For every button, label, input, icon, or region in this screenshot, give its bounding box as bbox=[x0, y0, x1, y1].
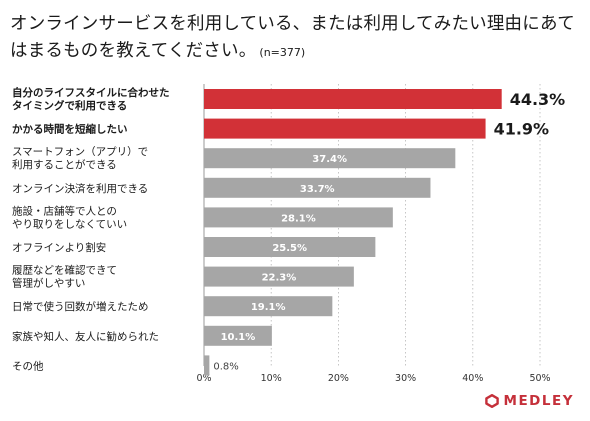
category-label: オフラインより割安 bbox=[12, 241, 106, 254]
data-label: 0.8% bbox=[213, 361, 238, 372]
category-label-line: 自分のライフスタイルに合わせた bbox=[12, 86, 170, 99]
category-label: 家族や知人、友人に勧められた bbox=[12, 330, 159, 343]
category-label-line: やり取りをしなくていい bbox=[12, 218, 127, 230]
bar bbox=[204, 296, 333, 317]
data-label: 37.4% bbox=[312, 154, 347, 165]
x-tick-label: 0% bbox=[196, 373, 211, 384]
category-label: その他 bbox=[12, 359, 44, 372]
bar bbox=[204, 89, 502, 109]
data-label: 41.9% bbox=[494, 120, 550, 139]
category-label-line: オンライン決済を利用できる bbox=[12, 182, 148, 195]
category-label: かかる時間を短縮したい bbox=[12, 123, 128, 136]
category-label: 履歴などを確認できて管理がしやすい bbox=[12, 264, 117, 290]
category-label-line: 利用することができる bbox=[12, 158, 117, 171]
sample-size-note: (n=377) bbox=[259, 46, 306, 59]
bar bbox=[204, 266, 354, 287]
category-label-line: その他 bbox=[12, 359, 44, 372]
data-label: 25.5% bbox=[272, 243, 307, 254]
category-label-line: スマートフォン（アプリ）で bbox=[12, 146, 148, 158]
x-tick-label: 50% bbox=[529, 373, 550, 384]
x-tick-label: 30% bbox=[395, 373, 416, 384]
category-label: オンライン決済を利用できる bbox=[12, 182, 148, 195]
bar bbox=[204, 325, 272, 346]
data-label: 28.1% bbox=[281, 213, 316, 224]
chart-title-line1: オンラインサービスを利用している、または利用してみたい理由にあて bbox=[10, 14, 575, 34]
bar bbox=[204, 237, 376, 257]
category-label-line: 履歴などを確認できて bbox=[12, 264, 117, 277]
category-label: 自分のライフスタイルに合わせたタイミングで利用できる bbox=[12, 86, 170, 112]
chart-title: オンラインサービスを利用している、または利用してみたい理由にあて はまるものを教… bbox=[10, 11, 580, 66]
data-label: 22.3% bbox=[262, 273, 297, 284]
data-label: 10.1% bbox=[221, 332, 256, 343]
category-label: スマートフォン（アプリ）で利用することができる bbox=[12, 146, 148, 171]
data-label: 19.1% bbox=[251, 302, 286, 313]
bar bbox=[204, 355, 210, 376]
data-label: 33.7% bbox=[300, 184, 335, 195]
category-label-line: 施設・店舗等で人との bbox=[12, 204, 117, 217]
bar bbox=[204, 118, 486, 139]
x-tick-label: 10% bbox=[261, 373, 282, 384]
category-label-line: 日常で使う回数が増えたため bbox=[12, 300, 149, 313]
bar bbox=[204, 148, 456, 169]
medley-logo-icon bbox=[484, 394, 499, 408]
brand-wordmark: MEDLEY bbox=[503, 393, 574, 409]
bar bbox=[204, 207, 393, 228]
category-label-line: かかる時間を短縮したい bbox=[12, 123, 128, 136]
x-tick-label: 40% bbox=[462, 373, 483, 384]
category-label-line: オフラインより割安 bbox=[12, 241, 106, 254]
brand-logo: MEDLEY bbox=[484, 393, 574, 409]
category-label: 日常で使う回数が増えたため bbox=[12, 300, 149, 313]
category-label-line: タイミングで利用できる bbox=[12, 99, 127, 112]
chart-title-line2: はまるものを教えてください。 (n=377) bbox=[10, 38, 580, 66]
category-label-line: 管理がしやすい bbox=[12, 277, 85, 290]
category-label: 施設・店舗等で人とのやり取りをしなくていい bbox=[12, 204, 127, 230]
category-label-line: 家族や知人、友人に勧められた bbox=[12, 330, 159, 343]
bar bbox=[204, 177, 431, 198]
data-label: 44.3% bbox=[510, 90, 566, 109]
chart-title-line2-text: はまるものを教えてください。 bbox=[10, 41, 257, 61]
x-tick-label: 20% bbox=[328, 373, 349, 384]
